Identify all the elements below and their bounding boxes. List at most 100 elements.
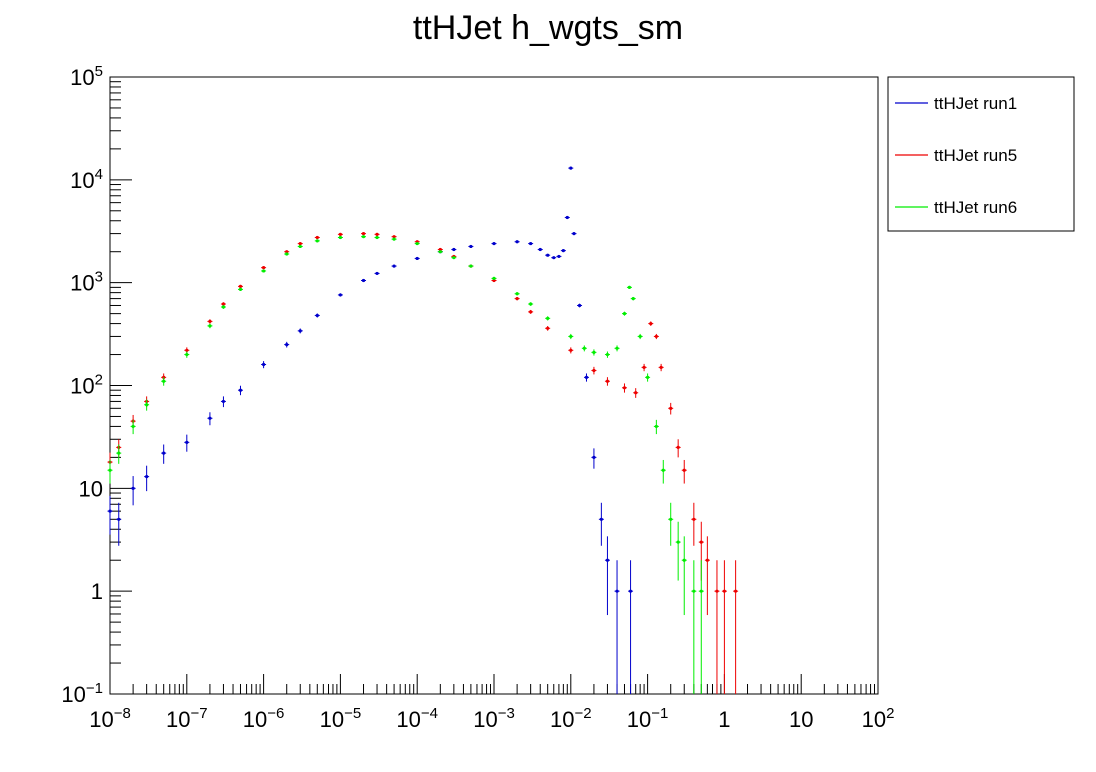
data-point (605, 352, 610, 357)
data-point (375, 232, 379, 236)
data-point (631, 296, 635, 301)
data-point (298, 244, 302, 249)
data-point (262, 269, 266, 273)
data-point (361, 232, 366, 236)
data-point (669, 517, 673, 521)
data-point (221, 305, 226, 309)
data-point (682, 468, 686, 472)
data-point (569, 166, 573, 170)
x-tick-label: 10−7 (166, 705, 208, 732)
data-point (361, 235, 366, 239)
data-point (546, 316, 550, 320)
data-point (298, 241, 302, 246)
data-point (705, 558, 709, 562)
data-point (221, 399, 226, 404)
data-point (546, 326, 550, 330)
data-point (649, 321, 653, 326)
x-axis-labels: 10−8 10−7 10−6 10−5 10−4 10−3 10−2 10−1 1 10 102 (89, 705, 894, 732)
data-point (375, 271, 379, 276)
data-point (361, 278, 366, 283)
data-point (529, 302, 533, 306)
data-point (298, 329, 302, 333)
x-tick-label: 10 (789, 707, 813, 732)
series-3 (107, 235, 704, 694)
data-point (628, 589, 633, 593)
data-series (107, 166, 739, 694)
data-point (722, 589, 727, 593)
data-point (452, 256, 456, 260)
data-point (654, 334, 658, 339)
data-point (515, 240, 519, 244)
data-point (108, 468, 112, 472)
data-point (642, 365, 646, 369)
data-point (338, 293, 342, 297)
data-point (569, 334, 573, 339)
data-point (262, 362, 266, 367)
y-tick-label: 10−1 (61, 680, 103, 707)
data-point (315, 235, 319, 240)
data-point (162, 379, 166, 383)
legend-label-3: ttHJet run6 (934, 198, 1017, 217)
data-point (315, 239, 319, 243)
data-point (692, 517, 696, 521)
data-point (638, 334, 642, 339)
data-point (622, 312, 627, 316)
data-point (646, 375, 650, 379)
data-point (529, 310, 533, 314)
data-point (584, 375, 589, 379)
data-point (592, 455, 596, 459)
data-point (438, 250, 442, 254)
data-point (452, 247, 456, 252)
data-point (592, 368, 596, 373)
x-tick-label: 1 (718, 707, 730, 732)
data-point (561, 249, 565, 253)
y-tick-label: 103 (70, 269, 103, 296)
data-point (734, 589, 738, 593)
data-point (661, 468, 665, 472)
legend-label-2: ttHJet run5 (934, 146, 1017, 165)
data-point (529, 241, 533, 246)
data-point (659, 365, 663, 369)
data-point (515, 292, 519, 296)
data-point (238, 287, 243, 292)
data-point (552, 256, 556, 260)
chart-title: ttHJet h_wgts_sm (413, 9, 683, 47)
data-point (392, 235, 396, 239)
legend-label-1: ttHJet run1 (934, 94, 1017, 113)
data-point (605, 558, 610, 562)
data-point (682, 558, 686, 562)
x-tick-label: 10−2 (550, 705, 592, 732)
x-tick-label: 10−4 (396, 705, 438, 732)
data-point (699, 540, 703, 544)
data-point (145, 475, 149, 479)
data-point (615, 589, 619, 593)
data-point (515, 296, 519, 301)
data-point (469, 264, 473, 268)
data-point (338, 232, 342, 236)
data-point (699, 589, 703, 593)
data-point (392, 237, 396, 241)
data-point (185, 440, 189, 444)
data-point (582, 346, 586, 350)
data-point (285, 342, 289, 347)
data-point (692, 589, 696, 593)
data-point (492, 241, 496, 246)
data-point (262, 266, 266, 270)
data-point (285, 250, 289, 254)
data-point (208, 416, 212, 420)
data-point (492, 276, 496, 281)
data-point (605, 379, 610, 383)
data-point (634, 391, 638, 395)
y-tick-label: 102 (70, 372, 103, 399)
data-point (415, 241, 419, 246)
data-point (208, 324, 212, 328)
data-point (238, 388, 243, 392)
data-point (338, 235, 342, 240)
data-point (131, 486, 135, 490)
data-point (469, 244, 473, 249)
data-point (669, 406, 673, 410)
data-point (577, 303, 582, 308)
x-tick-label: 102 (862, 705, 895, 732)
data-point (615, 346, 619, 350)
